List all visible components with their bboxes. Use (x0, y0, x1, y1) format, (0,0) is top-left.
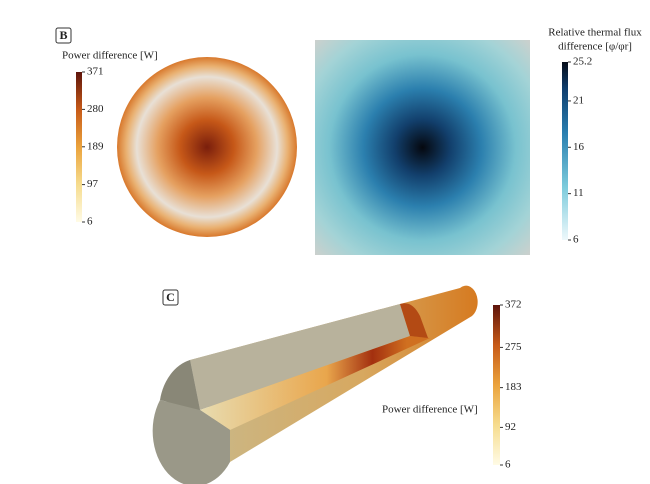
colorbar-tick-label: 11 (573, 187, 584, 199)
colorbar-tick-label: 6 (573, 234, 579, 246)
panel-label: C (166, 290, 175, 304)
colorbar-tick-label: 21 (573, 94, 584, 106)
colorbar-title: difference [φ/φr] (558, 41, 632, 53)
colorbar-tick-label: 371 (87, 66, 104, 78)
colorbar-tick-label: 183 (505, 381, 522, 393)
panel-label-box (162, 289, 179, 306)
colorbar-tick-label: 280 (87, 103, 104, 115)
colorbar-tick-label: 372 (505, 299, 522, 311)
colorbar-tick-label: 92 (505, 421, 516, 433)
colorbar-title: Relative thermal flux (548, 27, 642, 39)
colorbar-tick-label: 275 (505, 341, 522, 353)
panel-label: B (59, 28, 67, 42)
panel-label-box (55, 27, 72, 44)
colorbar-title: Power difference [W] (62, 50, 158, 62)
colorbar-tick-label: 6 (505, 459, 511, 471)
colorbar-tick-label: 97 (87, 178, 99, 190)
cylinder-cutaway (152, 285, 478, 484)
colorbar-tick-label: 25.2 (573, 56, 592, 68)
flux-map (315, 40, 530, 255)
colorbar (76, 72, 82, 222)
colorbar-tick-label: 6 (87, 216, 93, 228)
colorbar (493, 305, 500, 465)
power-disc (117, 57, 297, 237)
colorbar (562, 62, 568, 240)
colorbar-tick-label: 189 (87, 140, 104, 152)
colorbar-title: Power difference [W] (382, 404, 478, 416)
colorbar-tick-label: 16 (573, 141, 585, 153)
